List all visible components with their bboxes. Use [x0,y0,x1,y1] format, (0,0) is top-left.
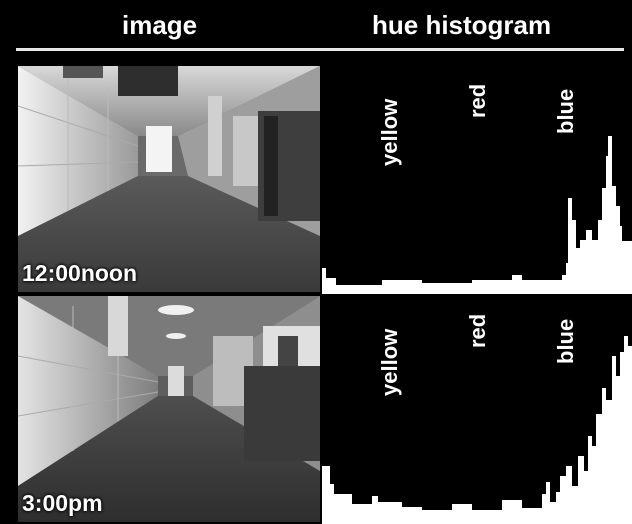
hue-label-red: red [465,313,490,348]
histogram-column-title: hue histogram [372,10,552,40]
hue-label-blue: blue [553,88,578,134]
hue-histogram-noon: yellow red blue [322,66,632,294]
image-column-title: image [122,10,198,40]
header-divider [16,48,624,51]
hue-label-blue: blue [553,318,578,364]
time-caption: 3:00pm [22,490,103,516]
hallway-photo-afternoon: 3:00pm [18,296,320,522]
header: image hue histogram [0,0,632,51]
hallway-photo-noon: 12:00noon [18,66,320,292]
time-caption: 12:00noon [22,260,138,286]
hue-label-red: red [465,83,490,118]
row-afternoon: 3:00pm yellow red blue [0,296,632,524]
row-noon: 12:00noon yellow red blue [0,66,632,294]
hue-label-yellow: yellow [377,328,402,396]
hue-label-yellow: yellow [377,98,402,166]
hue-histogram-afternoon: yellow red blue [322,296,632,524]
